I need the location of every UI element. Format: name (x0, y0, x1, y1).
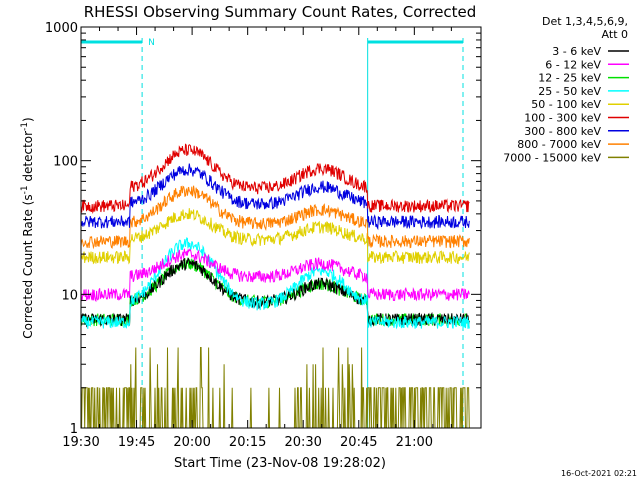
x-tick-label-1: 19:45 (118, 435, 155, 450)
y-axis-label-mid: detector (21, 131, 35, 186)
y-tick-label-2: 100 (53, 155, 78, 170)
series-line-4 (80, 208, 470, 265)
series-line-1 (80, 248, 470, 303)
x-tick-label-4: 20:30 (284, 435, 321, 450)
night-marker-label: N (148, 38, 155, 48)
series-line-7 (80, 185, 470, 250)
plot-area: N (80, 38, 470, 429)
y-axis-label-end: ) (21, 117, 35, 122)
x-tick-label-0: 19:30 (62, 435, 99, 450)
legend-header-1: Det 1,3,4,5,6,9, (542, 15, 628, 28)
series-line-6 (80, 163, 470, 231)
x-tick-label-2: 20:00 (173, 435, 210, 450)
x-tick-label-3: 20:15 (229, 435, 266, 450)
plot-frame (80, 26, 482, 429)
legend-label-6: 300 - 800 keV (524, 125, 601, 138)
legend-label-0: 3 - 6 keV (552, 45, 601, 58)
legend-label-5: 100 - 300 keV (524, 112, 601, 125)
x-tick-label-6: 21:00 (396, 435, 433, 450)
x-axis-label: Start Time (23-Nov-08 19:28:02) (174, 456, 386, 471)
legend-label-4: 50 - 100 keV (531, 98, 601, 111)
y-axis-label-main: Corrected Count Rate (s (21, 194, 35, 338)
y-tick-label-1: 10 (61, 288, 78, 303)
y-tick-label-0: 1 (70, 422, 78, 437)
generation-timestamp: 16-Oct-2021 02:21 (561, 469, 637, 478)
y-axis-label-exp1: -1 (20, 185, 30, 194)
legend-header-2: Att 0 (602, 28, 628, 41)
y-tick-label-3: 1000 (45, 21, 78, 36)
y-axis-label-exp2: -1 (20, 122, 30, 131)
x-tick-label-5: 20:45 (340, 435, 377, 450)
legend-label-2: 12 - 25 keV (538, 72, 601, 85)
y-axis-label: Corrected Count Rate (s-1 detector-1) (20, 117, 35, 338)
series-line-2 (80, 257, 470, 327)
series-line-5 (80, 143, 470, 215)
legend-label-1: 6 - 12 keV (545, 58, 601, 71)
series-line-3 (80, 237, 470, 330)
legend-label-7: 800 - 7000 keV (517, 138, 601, 151)
chart-title: RHESSI Observing Summary Count Rates, Co… (84, 3, 477, 21)
axis-ticks: 19:30 19:45 20:00 20:15 20:30 20:45 21:00 1 10 10… (45, 21, 481, 450)
legend-label-3: 25 - 50 keV (538, 85, 601, 98)
legend-label-8: 7000 - 15000 keV (503, 151, 601, 164)
